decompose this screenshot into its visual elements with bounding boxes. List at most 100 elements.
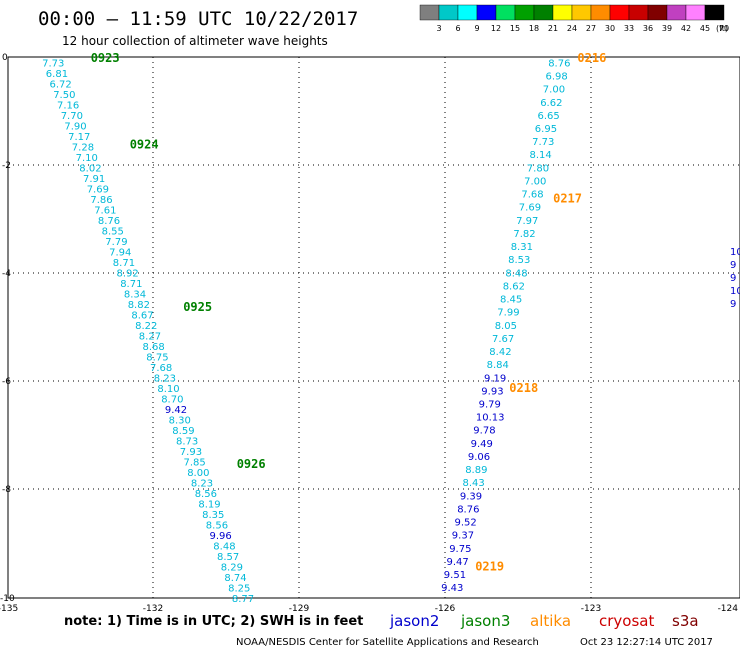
x-tick-label: -135 (0, 604, 18, 614)
swh-value: 7.69 (87, 184, 109, 195)
colorbar-swatch (628, 4, 649, 21)
swh-value: 9.37 (452, 531, 474, 542)
swh-value: 8.48 (213, 542, 235, 553)
swh-value: 8.59 (172, 426, 194, 437)
swh-value: 8.34 (124, 289, 146, 300)
colorbar-label: 12 (491, 24, 501, 33)
swh-value: 7.10 (76, 153, 98, 164)
swh-value: 8.53 (508, 255, 530, 266)
swh-value: 8.35 (202, 510, 224, 521)
swh-value: 7.85 (184, 458, 206, 469)
swh-value: 7.28 (72, 142, 94, 153)
plot-frame (7, 56, 740, 599)
legend-item-jason3: jason3 (460, 612, 510, 630)
x-tick-label: -123 (581, 604, 601, 614)
swh-value: 8.48 (505, 268, 527, 279)
swh-value: 8.57 (217, 552, 239, 563)
colorbar-label: 6 (455, 24, 460, 33)
swh-value: 7.79 (105, 237, 127, 248)
swh-value: 8.76 (548, 58, 570, 69)
colorbar-label: 24 (567, 24, 577, 33)
swh-value: 8.92 (117, 268, 139, 279)
swh-value: 8.56 (195, 489, 217, 500)
x-tick-label: -126 (435, 604, 456, 614)
y-tick-label: -2 (2, 161, 11, 171)
colorbar-swatch (533, 4, 554, 21)
swh-value: 9.93 (481, 386, 503, 397)
swh-value: 6.98 (546, 72, 568, 83)
satellite-legend: jason2 jason3 altika cryosat s3a (389, 612, 699, 630)
x-tick-label: -132 (143, 604, 163, 614)
swh-value: 9.51 (444, 570, 466, 581)
swh-value: 8.19 (198, 500, 220, 511)
footer-timestamp: Oct 23 12:27:14 UTC 2017 (580, 637, 713, 648)
swh-value: 8.82 (128, 300, 150, 311)
swh-value: 7.00 (524, 177, 546, 188)
swh-value: 9 (730, 260, 736, 271)
track-partial-edge: 10 9 9 10 9 (730, 247, 740, 310)
track-altika: 8.76 6.98 7.00 6.62 6.65 6.95 7.73 8.14 7.80 7.00… (441, 51, 606, 594)
legend-item-s3a: s3a (672, 612, 699, 630)
satellite-tracks: 7.736.816.727.507.167.707.907.177.287.10… (42, 51, 740, 605)
swh-value: 8.22 (135, 321, 157, 332)
swh-value: 7.68 (521, 190, 543, 201)
swh-value: 8.68 (143, 342, 165, 353)
swh-value: 7.91 (83, 174, 105, 185)
colorbar-label: 30 (605, 24, 615, 33)
colorbar-swatch (666, 4, 687, 21)
colorbar-label: 15 (510, 24, 520, 33)
y-tick-label: -6 (2, 377, 11, 387)
colorbar-swatch (495, 4, 516, 21)
swh-value: 7.82 (513, 229, 535, 240)
swh-value: 7.16 (57, 100, 79, 111)
swh-value: 9.52 (455, 518, 477, 529)
swh-value: 9 (730, 299, 736, 310)
colorbar-unit: (ft) (716, 24, 728, 33)
swh-value: 8.84 (487, 360, 509, 371)
colorbar-label: 70 (719, 24, 729, 33)
grid-lines (8, 57, 740, 598)
swh-value: 9.39 (460, 491, 482, 502)
swh-value: 7.99 (497, 308, 519, 319)
swh-value: 8.30 (169, 416, 191, 427)
colorbar-label: 42 (681, 24, 691, 33)
swh-value: 10 (730, 286, 740, 297)
swh-value: 8.05 (495, 321, 517, 332)
colorbar-swatch (704, 4, 725, 21)
note-text: note: 1) Time is in UTC; 2) SWH is in fe… (64, 614, 363, 629)
colorbar-label: 36 (643, 24, 653, 33)
swh-value: 8.75 (146, 353, 168, 364)
swh-value: 8.77 (232, 594, 254, 605)
y-tick-label: -8 (2, 485, 11, 495)
swh-value: 7.50 (53, 90, 75, 101)
pass-time-label: 0218 (509, 381, 538, 395)
colorbar-label: 9 (474, 24, 479, 33)
track-jason3: 7.736.816.727.507.167.707.907.177.287.10… (42, 51, 266, 605)
pass-time-label: 0217 (553, 192, 582, 206)
swh-value: 8.70 (161, 395, 183, 406)
swh-value: 6.62 (540, 98, 562, 109)
swh-value: 7.93 (180, 447, 202, 458)
swh-value: 8.45 (500, 295, 522, 306)
legend-item-altika: altika (530, 612, 571, 630)
swh-value: 8.62 (503, 281, 525, 292)
swh-value: 7.67 (492, 334, 514, 345)
swh-value: 7.97 (516, 216, 538, 227)
swh-value: 9.78 (473, 426, 495, 437)
swh-value: 9.75 (449, 544, 471, 555)
swh-value: 8.10 (157, 384, 179, 395)
colorbar-swatch (419, 4, 440, 21)
pass-time-label: 0926 (237, 457, 266, 471)
colorbar-swatch (647, 4, 668, 21)
y-tick-label: -10 (0, 594, 15, 604)
swh-value: 7.00 (543, 85, 565, 96)
swh-value: 9.43 (441, 583, 463, 594)
colorbar-swatch (552, 4, 573, 21)
swh-value: 9.19 (484, 373, 506, 384)
swh-value: 7.94 (109, 247, 131, 258)
swh-value: 8.42 (489, 347, 511, 358)
swh-value: 7.70 (61, 111, 83, 122)
colorbar-swatch (457, 4, 478, 21)
x-axis-ticks: -135 -132 -129 -126 -123 -124 (0, 604, 738, 614)
